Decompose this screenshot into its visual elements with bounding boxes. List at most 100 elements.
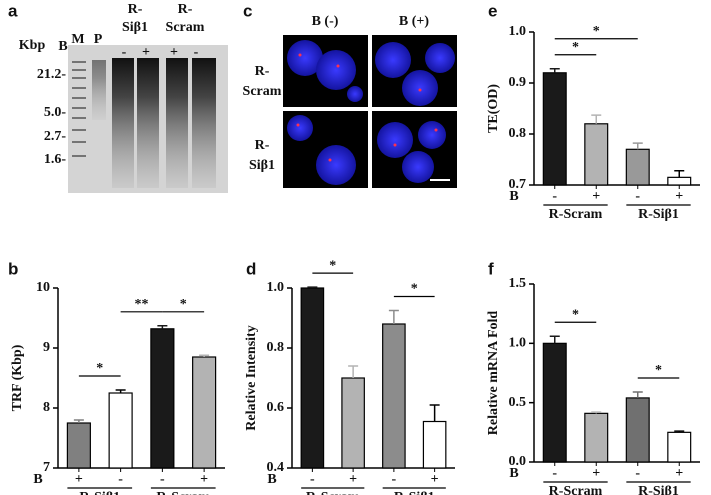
- group-label: R-Siβ1: [79, 490, 120, 495]
- y-axis-label: Relative mRNA Fold: [486, 311, 501, 436]
- error-bar: [674, 169, 685, 178]
- group-label: R-: [128, 2, 143, 17]
- bar: [300, 287, 325, 469]
- y-tick-label: 0.8: [267, 340, 285, 355]
- panel-letter: a: [8, 1, 18, 20]
- y-tick-label: 1.0: [267, 280, 285, 295]
- y-tick-label: 1.0: [509, 24, 527, 39]
- panel-letter: c: [243, 1, 252, 20]
- x-tick-label: +: [592, 466, 600, 481]
- gel-lane: [192, 58, 216, 188]
- row-label: R-: [255, 138, 270, 153]
- marker-ladder: [72, 61, 86, 157]
- group-label: R-Scram: [549, 207, 603, 222]
- x-tick-label: +: [349, 472, 357, 487]
- size-label: 2.7-: [44, 129, 67, 144]
- row-label: B: [58, 39, 67, 54]
- size-label: 1.6-: [44, 152, 67, 167]
- bar: [584, 412, 609, 463]
- x-tick-label: +: [675, 466, 683, 481]
- group-label: R-Siβ1: [638, 207, 679, 222]
- bar: [667, 176, 692, 186]
- gel-lane: [137, 58, 159, 188]
- sign-label: +: [142, 45, 150, 60]
- group-label: R-: [178, 2, 193, 17]
- y-tick-label: 0.8: [509, 126, 527, 141]
- size-label: 5.0-: [44, 105, 67, 120]
- x-tick-label: -: [310, 472, 315, 487]
- y-tick-label: 9: [43, 340, 50, 355]
- error-bar: [348, 365, 359, 378]
- gel-lane: [166, 58, 188, 188]
- unit-label: Kbp: [19, 38, 46, 53]
- y-tick-label: 1.5: [509, 276, 527, 291]
- significance-label: *: [180, 297, 187, 312]
- x-tick-label: -: [118, 472, 123, 487]
- group-label: R-Siβ1: [638, 484, 679, 495]
- category-axis-label: B: [267, 472, 276, 487]
- category-axis-label: B: [509, 189, 518, 204]
- group-label: R-Scram: [156, 490, 210, 495]
- panel-letter: d: [246, 259, 256, 278]
- row-label: R-: [255, 64, 270, 79]
- x-tick-label: +: [592, 189, 600, 204]
- x-tick-label: +: [75, 472, 83, 487]
- size-label: 21.2-: [37, 67, 67, 82]
- y-tick-label: 0.0: [509, 454, 527, 469]
- y-tick-label: 0.9: [509, 75, 527, 90]
- x-tick-label: +: [200, 472, 208, 487]
- x-tick-label: -: [635, 189, 640, 204]
- y-axis-label: TE(OD): [486, 84, 501, 133]
- y-tick-label: 8: [43, 400, 50, 415]
- error-bar: [549, 335, 560, 344]
- y-tick-label: 0.6: [267, 400, 285, 415]
- bar: [66, 422, 91, 469]
- sign-label: -: [194, 45, 199, 60]
- x-tick-label: -: [635, 466, 640, 481]
- x-tick-label: -: [392, 472, 397, 487]
- group-label: Siβ1: [122, 20, 148, 35]
- error-bar: [591, 114, 602, 124]
- bar: [625, 397, 650, 463]
- bar: [341, 377, 365, 469]
- y-axis-label: TRF (Kbp): [10, 344, 25, 411]
- bar: [382, 323, 406, 469]
- error-bar: [549, 67, 560, 73]
- x-tick-label: +: [675, 189, 683, 204]
- significance-label: **: [135, 297, 149, 312]
- group-label: Scram: [166, 20, 205, 35]
- lane-label: M: [71, 32, 84, 47]
- y-axis-label: Relative Intensity: [244, 325, 259, 430]
- error-bar: [591, 411, 602, 414]
- x-tick-label: -: [160, 472, 165, 487]
- error-bar: [115, 389, 126, 393]
- y-tick-label: 10: [36, 280, 50, 295]
- y-tick-label: 0.4: [267, 460, 285, 475]
- panel-letter: f: [488, 259, 494, 278]
- row-label: Scram: [243, 84, 282, 99]
- sign-label: +: [170, 45, 178, 60]
- group-label: R-Scram: [549, 484, 603, 495]
- bar: [192, 356, 217, 469]
- significance-label: *: [655, 363, 662, 378]
- microscopy-images: [283, 35, 457, 188]
- gel-lane: [112, 58, 134, 188]
- y-tick-label: 1.0: [509, 336, 527, 351]
- bar: [542, 72, 567, 186]
- bar: [625, 148, 650, 186]
- panel-letter: e: [488, 1, 497, 20]
- significance-label: *: [411, 282, 418, 297]
- significance-label: *: [572, 307, 579, 322]
- row-label: Siβ1: [249, 158, 275, 173]
- bar: [542, 342, 567, 463]
- significance-label: *: [329, 258, 336, 273]
- bar: [584, 123, 609, 186]
- y-tick-label: 0.7: [509, 177, 527, 192]
- y-tick-label: 0.5: [509, 395, 527, 410]
- lane-label: P: [94, 32, 103, 47]
- error-bar: [388, 309, 399, 324]
- error-bar: [307, 286, 318, 288]
- x-tick-label: -: [552, 189, 557, 204]
- significance-label: *: [96, 361, 103, 376]
